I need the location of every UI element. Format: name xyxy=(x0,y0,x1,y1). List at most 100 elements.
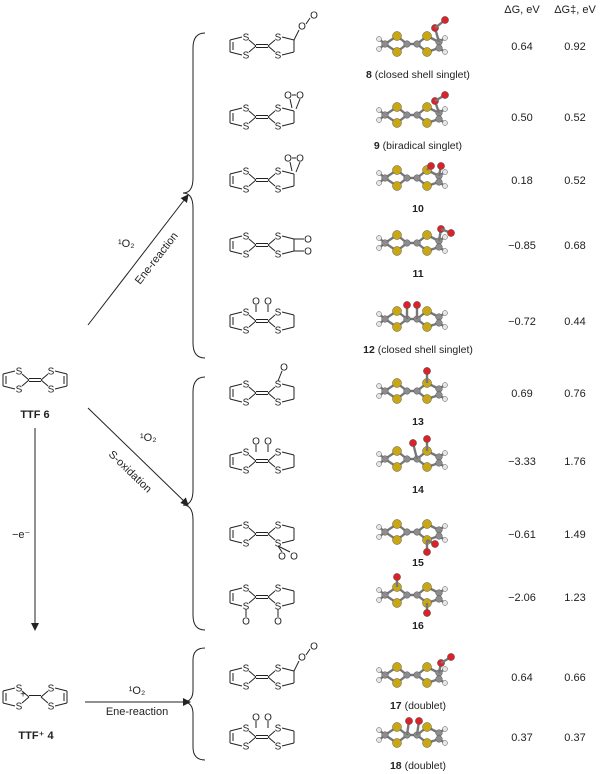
compound-caption: 13 xyxy=(412,416,424,428)
compound-number: 13 xyxy=(412,416,424,428)
carbon-atom xyxy=(381,387,389,395)
compound-caption: 15 xyxy=(412,557,424,569)
oxygen-atom: O xyxy=(298,653,306,664)
carbon-atom xyxy=(381,239,389,247)
carbon-atom xyxy=(413,40,421,48)
oxygen-atom: O xyxy=(264,297,272,308)
sulfur-atom xyxy=(422,181,432,191)
s-oxidation-reagent-label: ¹O₂ xyxy=(140,432,157,444)
oxygen-atom: O xyxy=(296,154,304,165)
cation-ene-label: Ene-reaction xyxy=(106,706,168,718)
dg-value: 0.50 xyxy=(511,112,532,124)
structure-3d-model xyxy=(376,367,448,404)
oxygen-atom xyxy=(447,653,455,661)
hydrogen-atom xyxy=(442,35,448,41)
sulfur-atom: S xyxy=(243,539,250,550)
carbon-atom xyxy=(413,528,421,536)
dgts-value: 0.66 xyxy=(564,672,585,684)
compound-caption: 16 xyxy=(412,620,424,632)
hydrogen-atom xyxy=(442,600,448,606)
hydrogen-atom xyxy=(442,169,448,175)
compound-state: (biradical singlet) xyxy=(380,140,462,152)
hydrogen-atom xyxy=(442,234,448,240)
sulfur-atom xyxy=(422,519,432,529)
compound-number: 14 xyxy=(412,484,424,496)
dg-value: −2.06 xyxy=(508,592,536,604)
sulfur-atom: S xyxy=(275,326,282,337)
dg-value: −0.61 xyxy=(508,529,536,541)
hydrogen-atom xyxy=(442,310,448,316)
sulfur-atom: S xyxy=(16,684,23,695)
compound-state: (doublet) xyxy=(402,760,446,772)
structure-3d-model xyxy=(376,225,455,256)
brace-s-oxidation xyxy=(182,376,206,631)
compound-number: 17 xyxy=(390,700,402,712)
hydrogen-atom xyxy=(442,726,448,732)
dgts-value: 0.37 xyxy=(564,732,585,744)
compound-state: (doublet) xyxy=(402,700,446,712)
hydrogen-atom xyxy=(376,321,382,327)
carbon-atom xyxy=(403,671,411,679)
compound-caption: 8 (closed shell singlet) xyxy=(366,69,470,81)
sulfur-atom: S xyxy=(275,308,282,319)
sulfur-atom: S xyxy=(275,185,282,196)
carbon-atom xyxy=(413,591,421,599)
sulfur-atom: S xyxy=(243,448,250,459)
compound-number: 18 xyxy=(390,760,402,772)
dgts-value: 0.52 xyxy=(564,112,585,124)
compound-number: 16 xyxy=(412,620,424,632)
oxygen-atom xyxy=(441,91,449,99)
sulfur-atom: S xyxy=(243,682,250,693)
oxygen-atom xyxy=(423,548,431,556)
carbon-atom xyxy=(435,459,443,467)
structure-3d-model xyxy=(376,717,448,748)
sulfur-atom: S xyxy=(243,466,250,477)
hydrogen-atom xyxy=(442,106,448,112)
carbon-atom xyxy=(435,44,443,52)
sulfur-atom: S xyxy=(275,380,282,391)
hydrogen-atom xyxy=(376,524,382,530)
sulfur-atom xyxy=(392,598,402,608)
dg-value: −3.33 xyxy=(508,456,536,468)
hydrogen-atom xyxy=(376,393,382,399)
carbon-atom xyxy=(381,591,389,599)
oxygen-atom: O xyxy=(280,363,288,374)
ene-reaction-arrow xyxy=(87,194,189,326)
oxygen-atom: O xyxy=(274,617,282,628)
carbon-atom xyxy=(435,589,443,597)
compound-number: 12 xyxy=(363,344,375,356)
sulfur-atom: S xyxy=(243,742,250,753)
hydrogen-atom xyxy=(442,396,448,402)
carbon-atom xyxy=(435,115,443,123)
compound-caption: 9 (biradical singlet) xyxy=(374,140,462,152)
oxygen-atom: O xyxy=(284,154,292,165)
sulfur-atom xyxy=(422,738,432,748)
s-oxidation-label: S-oxidation xyxy=(106,449,154,496)
carbon-atom xyxy=(381,174,389,182)
sulfur-atom xyxy=(422,47,432,57)
hydrogen-atom xyxy=(442,586,448,592)
hydrogen-atom xyxy=(376,534,382,540)
hydrogen-atom xyxy=(376,587,382,593)
sulfur-atom: S xyxy=(275,33,282,44)
sulfur-atom xyxy=(392,378,402,388)
carbon-atom xyxy=(435,319,443,327)
sulfur-atom xyxy=(392,118,402,128)
dg-column-header: ΔG, eV xyxy=(504,4,540,16)
carbon-atom xyxy=(403,40,411,48)
sulfur-atom xyxy=(392,462,402,472)
hydrogen-atom xyxy=(376,727,382,733)
structure-3d-model xyxy=(376,16,449,57)
sulfur-atom xyxy=(422,678,432,688)
oxygen-atom: O xyxy=(264,713,272,724)
oxygen-atom xyxy=(423,609,431,617)
hydrogen-atom xyxy=(376,46,382,52)
